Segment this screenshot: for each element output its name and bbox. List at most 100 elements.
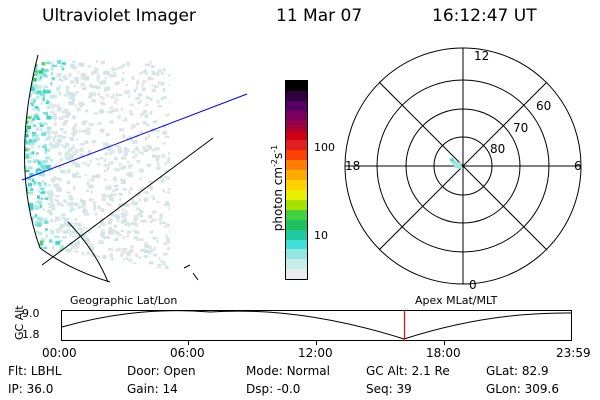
emission-speckle — [66, 90, 69, 94]
timeline-xtick-1200: 12:00 — [298, 346, 333, 360]
emission-speckle — [50, 111, 55, 114]
emission-speckle — [109, 253, 114, 258]
colorbar-band — [286, 269, 307, 280]
emission-speckle — [168, 152, 170, 155]
emission-speckle — [40, 242, 43, 246]
emission-speckle — [162, 88, 166, 92]
emission-speckle — [24, 262, 25, 267]
emission-speckle — [125, 84, 129, 87]
emission-speckle — [156, 159, 159, 163]
emission-speckle — [66, 218, 70, 221]
emission-speckle — [70, 243, 76, 247]
emission-speckle — [113, 101, 117, 104]
mlt-label-18: 18 — [345, 159, 360, 173]
emission-speckle — [24, 227, 25, 230]
door-value: Open — [163, 364, 196, 378]
emission-speckle — [56, 268, 60, 270]
line-of-sight-line — [21, 93, 248, 181]
emission-speckle — [104, 76, 107, 80]
emission-speckle — [39, 221, 43, 224]
emission-speckle — [20, 253, 23, 257]
emission-speckle — [72, 186, 76, 190]
emission-speckle — [138, 238, 144, 242]
emission-speckle — [32, 221, 37, 224]
emission-speckle — [28, 246, 34, 249]
emission-speckle — [42, 90, 47, 94]
emission-speckle — [136, 160, 140, 164]
emission-speckle — [117, 94, 123, 97]
emission-speckle — [37, 90, 42, 94]
emission-speckle — [31, 104, 34, 107]
emission-speckle — [67, 267, 70, 270]
emission-speckle — [124, 213, 129, 216]
emission-speckle — [35, 134, 39, 138]
emission-speckle — [58, 178, 63, 181]
emission-speckle — [41, 132, 46, 137]
emission-speckle — [135, 139, 138, 144]
emission-speckle — [156, 154, 161, 158]
emission-speckle — [168, 207, 170, 211]
emission-speckle — [144, 63, 150, 66]
emission-speckle — [97, 74, 100, 78]
emission-speckle — [41, 68, 45, 71]
emission-speckle — [101, 80, 104, 84]
emission-speckle — [73, 245, 79, 249]
emission-speckle — [144, 104, 148, 107]
emission-speckle — [79, 105, 83, 108]
emission-speckle — [55, 229, 61, 234]
emission-speckle — [70, 201, 74, 204]
emission-speckle — [30, 145, 34, 149]
emission-speckle — [132, 202, 138, 205]
emission-speckle — [43, 85, 48, 89]
emission-speckle — [155, 156, 160, 161]
emission-speckle — [95, 158, 100, 161]
emission-speckle — [48, 170, 51, 173]
emission-speckle — [95, 174, 101, 179]
emission-speckle — [25, 81, 31, 86]
emission-speckle — [24, 257, 27, 261]
emission-speckle — [100, 231, 106, 235]
emission-speckle — [89, 178, 95, 182]
emission-speckle — [24, 133, 29, 138]
emission-speckle — [21, 68, 24, 71]
emission-speckle — [125, 222, 130, 226]
emission-speckle — [70, 202, 75, 205]
emission-speckle — [37, 201, 42, 205]
timeline-xtick-1800: 18:00 — [426, 346, 461, 360]
time-label: 16:12:47 UT — [432, 6, 537, 26]
emission-speckle — [107, 264, 111, 268]
emission-speckle — [55, 177, 60, 180]
emission-speckle — [121, 77, 125, 82]
emission-speckle — [74, 104, 77, 107]
uv-emission-speckles — [20, 60, 170, 270]
emission-speckle — [94, 71, 99, 74]
emission-speckle — [35, 253, 41, 256]
emission-speckle — [165, 236, 169, 240]
emission-speckle — [25, 242, 28, 246]
emission-speckle — [53, 122, 57, 127]
emission-speckle — [111, 150, 115, 154]
emission-speckle — [68, 73, 72, 77]
emission-speckle — [44, 197, 49, 200]
emission-speckle — [56, 201, 62, 206]
emission-speckle — [114, 67, 120, 70]
emission-speckle — [117, 146, 121, 150]
emission-speckle — [97, 121, 102, 125]
emission-speckle — [24, 261, 27, 265]
emission-speckle — [52, 249, 56, 254]
emission-speckle — [113, 157, 118, 161]
emission-speckle — [42, 96, 45, 99]
emission-speckle — [25, 237, 31, 241]
emission-speckle — [67, 148, 73, 152]
emission-speckle — [105, 186, 109, 190]
emission-speckle — [24, 169, 27, 173]
emission-speckle — [77, 267, 82, 270]
emission-speckle — [63, 217, 68, 221]
emission-speckle — [149, 60, 152, 64]
emission-speckle — [86, 189, 89, 193]
emission-speckle — [103, 146, 107, 150]
emission-speckle — [110, 95, 115, 99]
emission-speckle — [47, 193, 50, 196]
emission-speckle — [141, 151, 144, 156]
colorbar-tick-100: 100 — [314, 141, 335, 154]
